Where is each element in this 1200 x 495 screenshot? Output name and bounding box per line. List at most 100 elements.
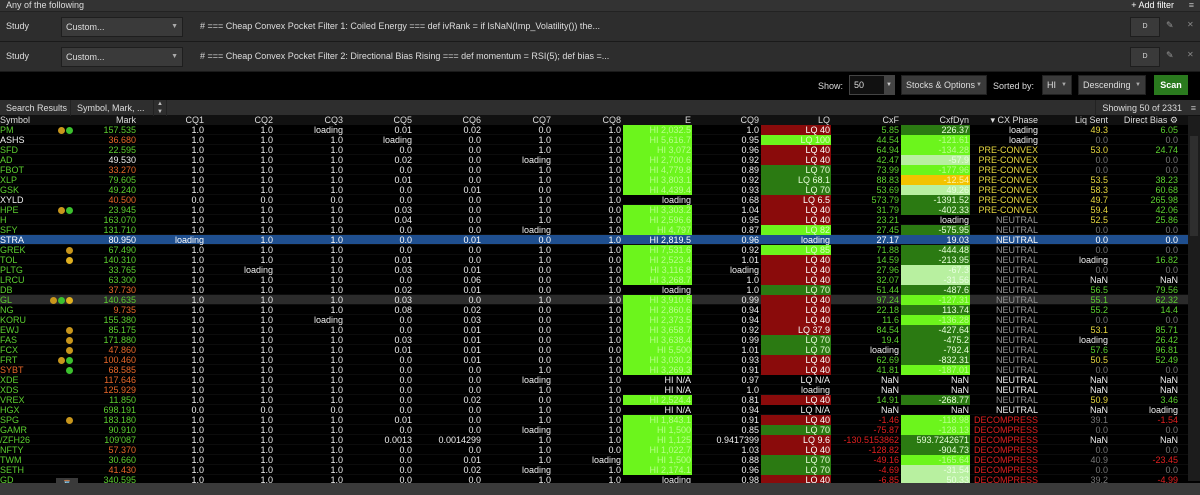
table-row[interactable]: XYLD 40.500 0.0 0.0 0.0 0.0 0.0 1.0 1.0 loading 0.…: [0, 195, 1188, 205]
table-row[interactable]: XDS 125.929 1.0 1.0 1.0 0.0 0.0 1.0 1.0 HI N/A 1.0…: [0, 385, 1188, 395]
search-results-tab[interactable]: Search Results: [0, 100, 71, 116]
column-header-cq3[interactable]: CQ3: [324, 116, 343, 125]
table-row[interactable]: H 163.070 1.0 1.0 1.0 0.04 0.0 1.0 1.0 HI 2,596.6…: [0, 215, 1188, 225]
dividend-badge-icon[interactable]: [66, 127, 73, 135]
cell-sym[interactable]: /ZFH26: [0, 435, 31, 445]
column-header-cq7[interactable]: CQ7: [532, 116, 551, 125]
table-row[interactable]: PM 157.535 1.0 1.0 loading 0.01 0.02 0.0 1.0 HI 2…: [0, 125, 1188, 135]
universe-select[interactable]: Stocks & Options ▼: [901, 75, 987, 95]
dividend-badge-icon[interactable]: [66, 367, 73, 375]
cell-sym[interactable]: STRA: [0, 235, 25, 245]
cell-sym[interactable]: LRCU: [0, 275, 25, 285]
column-header-lq[interactable]: LQ: [817, 116, 830, 125]
column-header-cxf[interactable]: CxF: [882, 116, 900, 125]
table-row[interactable]: FRT 100.460 1.0 1.0 1.0 0.0 0.01 0.0 1.0 HI 3,030…: [0, 355, 1188, 365]
earnings-badge-icon[interactable]: [66, 347, 73, 355]
dividend-badge-icon[interactable]: [58, 297, 65, 305]
table-row[interactable]: /ZFH26 109'087 1.0 1.0 1.0 0.0013 0.0014299 1.0…: [0, 435, 1188, 445]
edit-pencil-icon[interactable]: ✎: [1166, 50, 1174, 60]
table-row[interactable]: DB 37.730 1.0 1.0 1.0 0.02 0.01 0.0 1.0 loading 1.…: [0, 285, 1188, 295]
show-count-select[interactable]: 50 ▼: [849, 75, 895, 95]
study-expression[interactable]: # === Cheap Convex Pocket Filter 1: Coil…: [200, 21, 600, 31]
earnings-badge-icon[interactable]: [66, 417, 73, 425]
sort-order-select[interactable]: Descending ▼: [1078, 75, 1146, 95]
table-row[interactable]: NG 9.735 1.0 1.0 1.0 0.08 0.02 0.0 1.0 HI 2,860.6…: [0, 305, 1188, 315]
table-row[interactable]: HPE 23.945 1.0 1.0 1.0 0.03 0.0 1.0 0.0 HI 3,303.…: [0, 205, 1188, 215]
cell-sym[interactable]: GSK: [0, 185, 20, 195]
scan-button[interactable]: Scan: [1154, 75, 1188, 95]
dividend-badge-icon[interactable]: [66, 207, 73, 215]
column-header-liq-sent[interactable]: Liq Sent: [1074, 116, 1108, 125]
table-row[interactable]: KORU 155.380 1.0 1.0 loading 0.0 0.03 0.0 1.0 HI …: [0, 315, 1188, 325]
cell-sym[interactable]: NG: [0, 305, 14, 315]
cell-sym[interactable]: XDS: [0, 385, 19, 395]
cell-sym[interactable]: VREX: [0, 395, 25, 405]
table-row[interactable]: EWJ 85.175 1.0 1.0 1.0 0.0 0.01 0.0 1.0 HI 3,658.…: [0, 325, 1188, 335]
cell-sym[interactable]: SFD: [0, 145, 18, 155]
scrollbar-thumb[interactable]: [1190, 136, 1198, 236]
aggregation-button[interactable]: D: [1130, 17, 1160, 37]
table-row[interactable]: GAMR 90.910 1.0 1.0 1.0 0.0 0.0 loading 1.0 HI 1,…: [0, 425, 1188, 435]
column-header-direct-bias[interactable]: Direct Bias ⚙: [1123, 116, 1178, 125]
table-row[interactable]: XDE 117.646 1.0 1.0 1.0 0.0 0.0 loading 1.0 HI N/…: [0, 375, 1188, 385]
dividend-badge-icon[interactable]: [66, 357, 73, 365]
cell-sym[interactable]: XLP: [0, 175, 18, 185]
table-row[interactable]: TOL 140.310 1.0 1.0 1.0 0.01 0.0 1.0 0.0 HI 2,523…: [0, 255, 1188, 265]
aggregation-button[interactable]: D: [1130, 47, 1160, 67]
cell-sym[interactable]: GL: [0, 295, 13, 305]
earnings-badge-icon[interactable]: [58, 127, 65, 135]
cell-sym[interactable]: GAMR: [0, 425, 27, 435]
cell-sym[interactable]: H: [0, 215, 7, 225]
table-row[interactable]: SFD 22.595 1.0 1.0 1.0 0.0 0.0 1.0 1.0 HI 3,072 0.…: [0, 145, 1188, 155]
study-expression[interactable]: # === Cheap Convex Pocket Filter 2: Dire…: [200, 51, 610, 61]
table-row[interactable]: GL 140.635 1.0 1.0 1.0 0.03 0.0 1.0 1.0 HI 3,910.…: [0, 295, 1188, 305]
cell-sym[interactable]: EWJ: [0, 325, 19, 335]
cell-sym[interactable]: KORU: [0, 315, 27, 325]
cell-sym[interactable]: SETH: [0, 465, 25, 475]
table-row[interactable]: ASHS 36.680 1.0 1.0 1.0 loading 0.0 1.0 1.0 HI 5,…: [0, 135, 1188, 145]
cell-sym[interactable]: SFY: [0, 225, 18, 235]
cell-sym[interactable]: HPE: [0, 205, 19, 215]
cell-sym[interactable]: DB: [0, 285, 13, 295]
alert-person-icon[interactable]: [66, 297, 73, 305]
cell-sym[interactable]: FRT: [0, 355, 18, 365]
column-header-cq8[interactable]: CQ8: [602, 116, 621, 125]
column-header-e[interactable]: E: [684, 116, 691, 125]
table-row[interactable]: HGX 698.191 0.0 0.0 0.0 0.0 0.0 1.0 1.0 HI N/A 0.9…: [0, 405, 1188, 415]
table-row[interactable]: GSK 49.240 1.0 1.0 1.0 0.0 0.01 0.0 1.0 HI 4,439.…: [0, 185, 1188, 195]
table-row[interactable]: NFTY 57.370 1.0 1.0 1.0 0.0 0.0 1.0 0.0 HI 1,022.…: [0, 445, 1188, 455]
menu-icon[interactable]: ≡: [1188, 0, 1194, 10]
column-header-cq6[interactable]: CQ6: [462, 116, 481, 125]
cell-sym[interactable]: AD: [0, 155, 13, 165]
column-header-cq5[interactable]: CQ5: [393, 116, 412, 125]
table-row[interactable]: PLTG 33.765 1.0 loading 1.0 0.03 0.01 0.0 1.0 HI …: [0, 265, 1188, 275]
column-header-cx-phase[interactable]: ▾ CX Phase: [990, 116, 1038, 125]
column-header-mark[interactable]: Mark: [116, 116, 136, 125]
table-row[interactable]: SYBT 68.585 1.0 1.0 1.0 0.0 0.0 1.0 1.0 HI 3,269.…: [0, 365, 1188, 375]
cell-sym[interactable]: GD: [0, 475, 14, 485]
table-row[interactable]: SETH 41.430 1.0 1.0 1.0 0.0 0.02 loading 1.0 HI 2…: [0, 465, 1188, 475]
table-row[interactable]: SFY 131.710 1.0 1.0 1.0 0.0 0.0 loading 1.0 HI 4,…: [0, 225, 1188, 235]
cell-sym[interactable]: ASHS: [0, 135, 25, 145]
column-header-cq1[interactable]: CQ1: [185, 116, 204, 125]
cell-sym[interactable]: PM: [0, 125, 14, 135]
alert-person-icon[interactable]: [66, 257, 73, 265]
earnings-badge-icon[interactable]: [50, 297, 57, 305]
cell-sym[interactable]: HGX: [0, 405, 20, 415]
table-row[interactable]: STRA 80.950 loading 1.0 1.0 0.0 0.01 0.0 1.0 HI 2…: [0, 235, 1188, 245]
earnings-badge-icon[interactable]: [58, 207, 65, 215]
table-row[interactable]: TWM 30.660 1.0 1.0 1.0 0.0 0.01 1.0 loading HI 1,…: [0, 455, 1188, 465]
cell-sym[interactable]: FCX: [0, 345, 18, 355]
cell-sym[interactable]: SYBT: [0, 365, 24, 375]
sort-column-select[interactable]: HI ▼: [1042, 75, 1072, 95]
table-row[interactable]: FAS 171.880 1.0 1.0 1.0 0.03 0.01 0.0 1.0 HI 3,63…: [0, 335, 1188, 345]
column-header-cq9[interactable]: CQ9: [740, 116, 759, 125]
table-row[interactable]: GREK 67.490 1.0 1.0 1.0 0.0 0.0 1.0 1.0 HI 7,531.…: [0, 245, 1188, 255]
study-dropdown[interactable]: Custom... ▼: [61, 17, 183, 37]
cell-sym[interactable]: GREK: [0, 245, 26, 255]
earnings-badge-icon[interactable]: [66, 337, 73, 345]
table-row[interactable]: FCX 47.860 1.0 1.0 1.0 0.01 0.01 0.0 0.0 HI 5,500…: [0, 345, 1188, 355]
earnings-badge-icon[interactable]: [58, 357, 65, 365]
results-menu-icon[interactable]: ≡: [1190, 103, 1196, 113]
cell-sym[interactable]: NFTY: [0, 445, 24, 455]
